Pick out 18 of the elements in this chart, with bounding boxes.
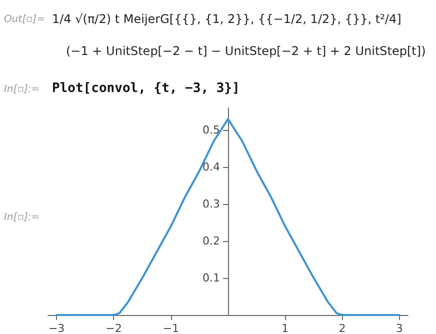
y-tick-label: 0.5 [202,124,220,137]
line-series [56,118,400,316]
x-tick-label: −3 [48,322,65,334]
x-tick-label: 3 [396,322,403,334]
y-tick-label: 0.3 [202,198,220,211]
y-tick-label: 0.2 [202,234,220,248]
y-tick-label: 0.1 [202,272,220,285]
x-tick-label: 2 [338,322,346,334]
text: (−1 + UnitStep[−2 − t] − UnitStep[−2 + t] + 2 UnitStep[t]) [66,44,426,58]
y-tick-label: 0.4 [202,160,220,174]
text: In[▫]:= [4,84,40,95]
x-tick-label: −1 [162,322,179,334]
text: In[▫]:= [4,212,40,223]
x-tick-label: 1 [282,322,289,334]
text: Plot[convol, {t, −3, 3}] [52,81,240,96]
x-tick-label: −2 [106,322,122,334]
text: Out[▫]= [4,14,46,25]
text: 1/4 √(π/2) t MeijerG[{{}, {1, 2}}, {{−1/2, 1/2}, {}}, t²/4] [52,12,402,26]
